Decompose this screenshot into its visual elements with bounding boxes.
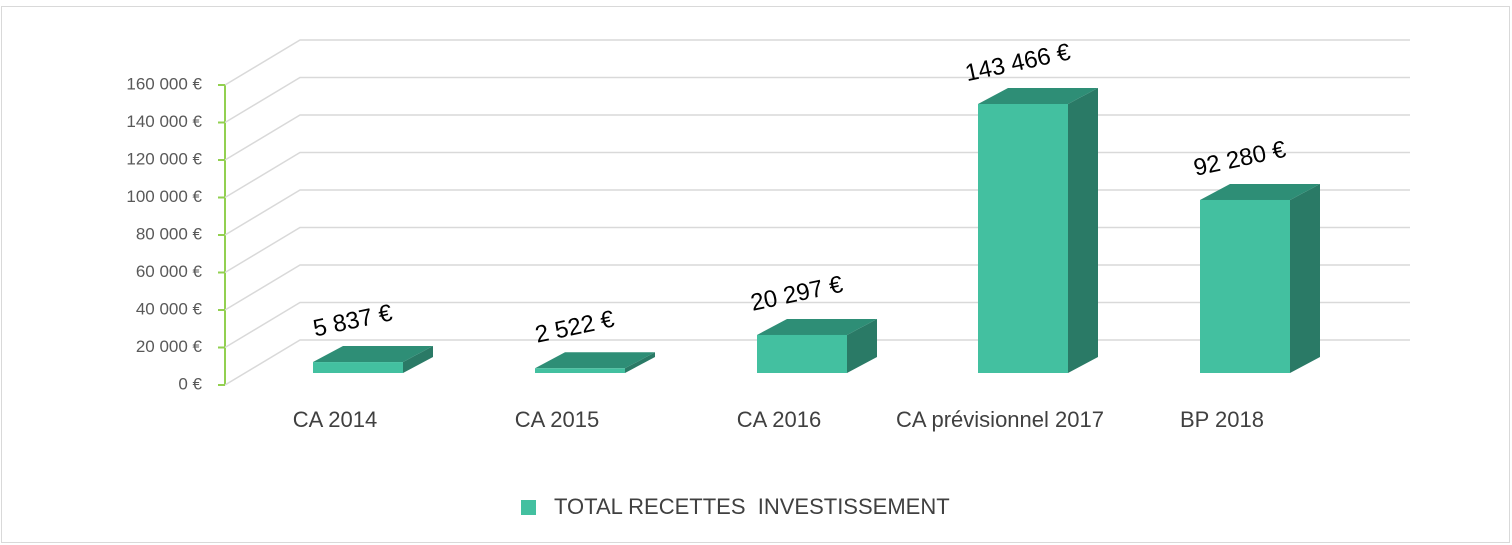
bar-top [313,346,433,363]
x-tick-label: CA 2015 [514,407,600,432]
y-tick-label: 20 000 € [136,337,203,356]
x-tick-label: CA 2014 [292,407,378,432]
grid-line [224,39,1410,86]
bar [978,104,1068,373]
bar [535,368,625,373]
x-tick-label: CA prévisionnel 2017 [896,407,1104,432]
y-tick-label: 60 000 € [136,262,203,281]
bar [1200,199,1290,373]
bar-side [403,346,433,373]
x-tick-label: CA 2016 [736,407,822,432]
bar-side [625,352,655,373]
grid-line [224,76,1410,124]
bar [313,362,403,373]
y-tick-label: 100 000 € [126,187,202,206]
bar-top [535,352,655,369]
legend-label: TOTAL RECETTES INVESTISSEMENT [554,494,950,519]
bar-side [847,318,877,373]
legend-swatch [521,500,536,515]
bar [757,334,847,373]
y-tick-label: 140 000 € [126,112,202,131]
bar-top [978,88,1098,105]
y-tick-label: 160 000 € [126,74,202,93]
y-tick-label: 0 € [178,374,202,393]
y-tick-label: 120 000 € [126,149,202,168]
bar-side [1290,183,1320,373]
bar-side [1068,88,1098,373]
y-tick-label: 80 000 € [136,224,203,243]
y-tick-label: 40 000 € [136,299,203,318]
x-tick-label: BP 2018 [1179,407,1264,432]
bar-top [1200,183,1320,200]
bar-top [757,318,877,335]
